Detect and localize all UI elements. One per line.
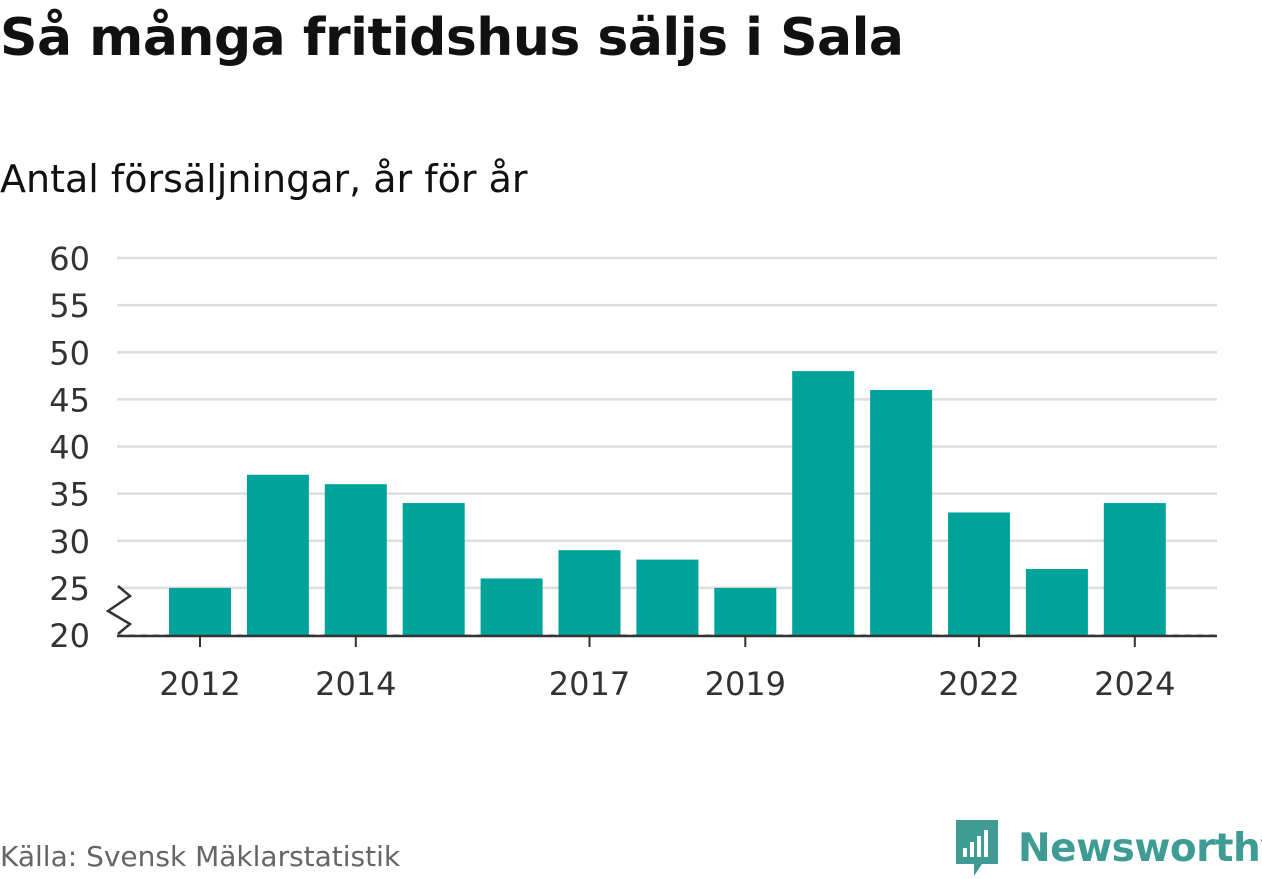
x-tick-label: 2019 [705,665,786,703]
newsworthy-logo-icon [956,820,998,876]
y-tick-label: 30 [49,523,90,561]
bar-2024 [1103,503,1166,635]
bar-2014 [324,484,387,635]
bar-2017 [558,550,621,635]
brand-name: Newsworthy [1018,825,1262,871]
bar-2016 [480,578,543,635]
bar-2019 [714,587,777,635]
x-tick-label: 2012 [159,665,240,703]
bars [169,371,1166,635]
bar-2018 [636,559,699,635]
axis-break-marker [105,585,133,635]
bar-2015 [402,503,465,635]
x-tick-label: 2017 [549,665,630,703]
y-tick-label: 60 [49,240,90,278]
bar-2012 [169,587,231,635]
bar-2020 [792,371,855,635]
x-tick-label: 2022 [938,665,1019,703]
axes: 20 25 30 35 40 45 50 55 60 2012 2014 2017 2019 2022 20… [49,240,1217,703]
grid-lines [117,256,1217,636]
bar-2021 [870,389,933,635]
bar-2023 [1025,569,1088,635]
newsworthy-logo: Newsworthy [952,818,1262,878]
y-tick-label: 35 [49,476,90,514]
y-tick-label: 25 [49,570,90,608]
chart-subtitle: Antal försäljningar, år för år [0,157,528,201]
bar-2013 [246,474,309,635]
x-tick-label: 2014 [315,665,396,703]
source-note: Källa: Svensk Mäklarstatistik [0,840,401,873]
chart-title: Så många fritidshus säljs i Sala [0,8,904,68]
y-tick-label: 45 [49,381,90,419]
y-tick-label: 20 [49,617,90,655]
x-tick-label: 2024 [1094,665,1175,703]
bar-2022 [948,512,1010,635]
y-tick-label: 50 [49,334,90,372]
y-tick-label: 55 [49,287,90,325]
y-tick-label: 40 [49,429,90,467]
